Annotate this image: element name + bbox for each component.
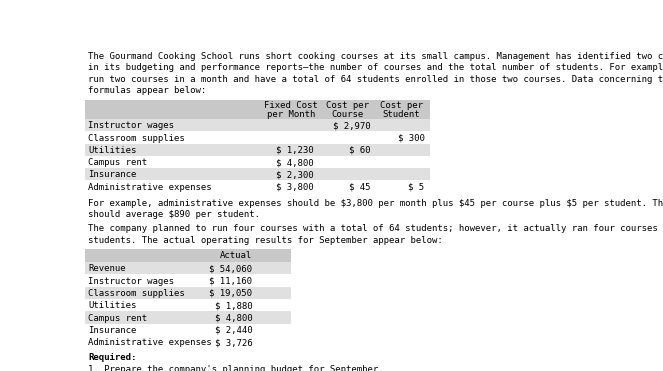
Text: Utilities: Utilities <box>88 301 137 310</box>
FancyBboxPatch shape <box>86 249 291 262</box>
FancyBboxPatch shape <box>86 262 291 275</box>
FancyBboxPatch shape <box>86 287 291 299</box>
Text: in its budgeting and performance reports—the number of courses and the total num: in its budgeting and performance reports… <box>88 63 663 72</box>
Text: Revenue: Revenue <box>88 265 125 273</box>
Text: Administrative expenses: Administrative expenses <box>88 338 211 347</box>
Text: $ 4,800: $ 4,800 <box>215 313 253 322</box>
Text: $ 4,800: $ 4,800 <box>276 158 314 167</box>
Text: Instructor wages: Instructor wages <box>88 277 174 286</box>
Text: formulas appear below:: formulas appear below: <box>88 86 206 95</box>
Text: Classroom supplies: Classroom supplies <box>88 134 185 142</box>
FancyBboxPatch shape <box>86 168 430 180</box>
FancyBboxPatch shape <box>86 144 430 156</box>
Text: Insurance: Insurance <box>88 326 137 335</box>
Text: Student: Student <box>383 110 420 119</box>
Text: Insurance: Insurance <box>88 170 137 180</box>
Text: $ 45: $ 45 <box>349 183 371 192</box>
FancyBboxPatch shape <box>86 131 430 144</box>
Text: $ 5: $ 5 <box>408 183 424 192</box>
Text: Campus rent: Campus rent <box>88 313 147 322</box>
Text: $ 19,050: $ 19,050 <box>210 289 253 298</box>
Text: Required:: Required: <box>88 353 137 362</box>
Text: For example, administrative expenses should be $3,800 per month plus $45 per cou: For example, administrative expenses sho… <box>88 199 663 208</box>
Text: Classroom supplies: Classroom supplies <box>88 289 185 298</box>
FancyBboxPatch shape <box>86 100 430 119</box>
FancyBboxPatch shape <box>86 311 291 324</box>
Text: The company planned to run four courses with a total of 64 students; however, it: The company planned to run four courses … <box>88 224 663 233</box>
Text: run two courses in a month and have a total of 64 students enrolled in those two: run two courses in a month and have a to… <box>88 75 663 83</box>
Text: Cost per: Cost per <box>380 101 423 109</box>
Text: should average $890 per student.: should average $890 per student. <box>88 210 260 219</box>
Text: Administrative expenses: Administrative expenses <box>88 183 211 192</box>
FancyBboxPatch shape <box>86 156 430 168</box>
FancyBboxPatch shape <box>86 119 430 131</box>
Text: $ 300: $ 300 <box>398 134 424 142</box>
FancyBboxPatch shape <box>86 180 430 193</box>
FancyBboxPatch shape <box>86 324 291 336</box>
Text: The Gourmand Cooking School runs short cooking courses at its small campus. Mana: The Gourmand Cooking School runs short c… <box>88 52 663 61</box>
Text: Cost per: Cost per <box>326 101 369 109</box>
Text: $ 2,440: $ 2,440 <box>215 326 253 335</box>
Text: $ 2,300: $ 2,300 <box>276 170 314 180</box>
Text: students. The actual operating results for September appear below:: students. The actual operating results f… <box>88 236 443 245</box>
Text: Course: Course <box>332 110 363 119</box>
FancyBboxPatch shape <box>86 299 291 311</box>
Text: $ 11,160: $ 11,160 <box>210 277 253 286</box>
Text: $ 3,726: $ 3,726 <box>215 338 253 347</box>
Text: $ 3,800: $ 3,800 <box>276 183 314 192</box>
Text: Utilities: Utilities <box>88 146 137 155</box>
Text: $ 60: $ 60 <box>349 146 371 155</box>
FancyBboxPatch shape <box>86 275 291 287</box>
Text: per Month: per Month <box>267 110 315 119</box>
Text: Fixed Cost: Fixed Cost <box>264 101 318 109</box>
FancyBboxPatch shape <box>86 336 291 348</box>
Text: Instructor wages: Instructor wages <box>88 121 174 130</box>
Text: $ 1,880: $ 1,880 <box>215 301 253 310</box>
Text: $ 1,230: $ 1,230 <box>276 146 314 155</box>
Text: Campus rent: Campus rent <box>88 158 147 167</box>
Text: $ 54,060: $ 54,060 <box>210 265 253 273</box>
Text: $ 2,970: $ 2,970 <box>333 121 371 130</box>
Text: 1. Prepare the company's planning budget for September.: 1. Prepare the company's planning budget… <box>88 365 384 371</box>
Text: Actual: Actual <box>220 251 253 260</box>
